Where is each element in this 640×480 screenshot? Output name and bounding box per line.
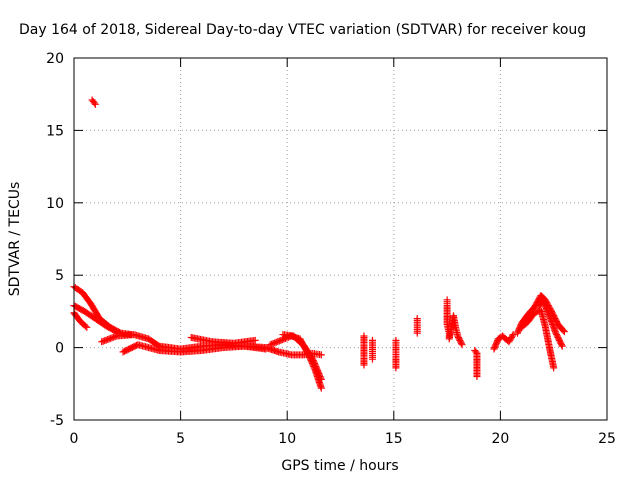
data-point (83, 323, 91, 331)
y-axis-label: SDTVAR / TECUs (7, 182, 23, 297)
x-tick-label: 10 (278, 431, 296, 447)
data-point (560, 328, 568, 336)
x-axis-label: GPS time / hours (281, 458, 398, 474)
data-point (360, 361, 368, 369)
y-tick-label: 5 (55, 268, 64, 284)
y-tick-label: 15 (46, 123, 64, 139)
data-point (413, 329, 421, 337)
data-point (457, 339, 465, 347)
data-point (317, 375, 325, 383)
data-point (509, 331, 517, 339)
axis-ticks (73, 57, 608, 421)
data-point (317, 384, 325, 392)
data-point (531, 309, 539, 317)
data-point (392, 364, 400, 372)
data-points (70, 96, 568, 392)
data-point (472, 348, 480, 356)
axis-tick-labels: 0 5 10 15 20 25 -5 0 5 10 15 20 (46, 51, 616, 447)
data-point (266, 341, 274, 349)
data-point (271, 339, 279, 347)
data-point (473, 373, 481, 381)
chart-title: Day 164 of 2018, Sidereal Day-to-day VTE… (19, 22, 586, 38)
data-point (559, 326, 567, 334)
data-point (458, 341, 466, 349)
data-point (262, 345, 270, 353)
data-point (275, 337, 283, 345)
data-point (508, 332, 516, 340)
x-tick-label: 20 (491, 431, 509, 447)
data-point (317, 374, 325, 382)
data-point (550, 364, 558, 372)
data-point (272, 338, 280, 346)
data-point (82, 322, 90, 330)
data-point (278, 336, 286, 344)
data-point (558, 342, 566, 350)
data-point (90, 99, 98, 107)
data-point (558, 341, 566, 349)
data-point (269, 339, 277, 347)
data-point (268, 340, 276, 348)
data-point (91, 100, 99, 108)
y-tick-label: 0 (55, 341, 64, 357)
data-point (280, 335, 288, 343)
data-point (277, 336, 285, 344)
data-point (368, 355, 376, 363)
x-tick-label: 15 (385, 431, 403, 447)
plot-frame (73, 57, 608, 421)
grid-layer (74, 58, 607, 420)
data-point (251, 336, 259, 344)
y-tick-label: -5 (50, 413, 64, 429)
data-point (274, 338, 282, 346)
y-tick-label: 10 (46, 196, 64, 212)
y-tick-label: 20 (46, 51, 64, 67)
x-tick-label: 0 (70, 431, 79, 447)
x-tick-label: 25 (598, 431, 616, 447)
x-tick-label: 5 (176, 431, 185, 447)
data-point (317, 351, 325, 359)
